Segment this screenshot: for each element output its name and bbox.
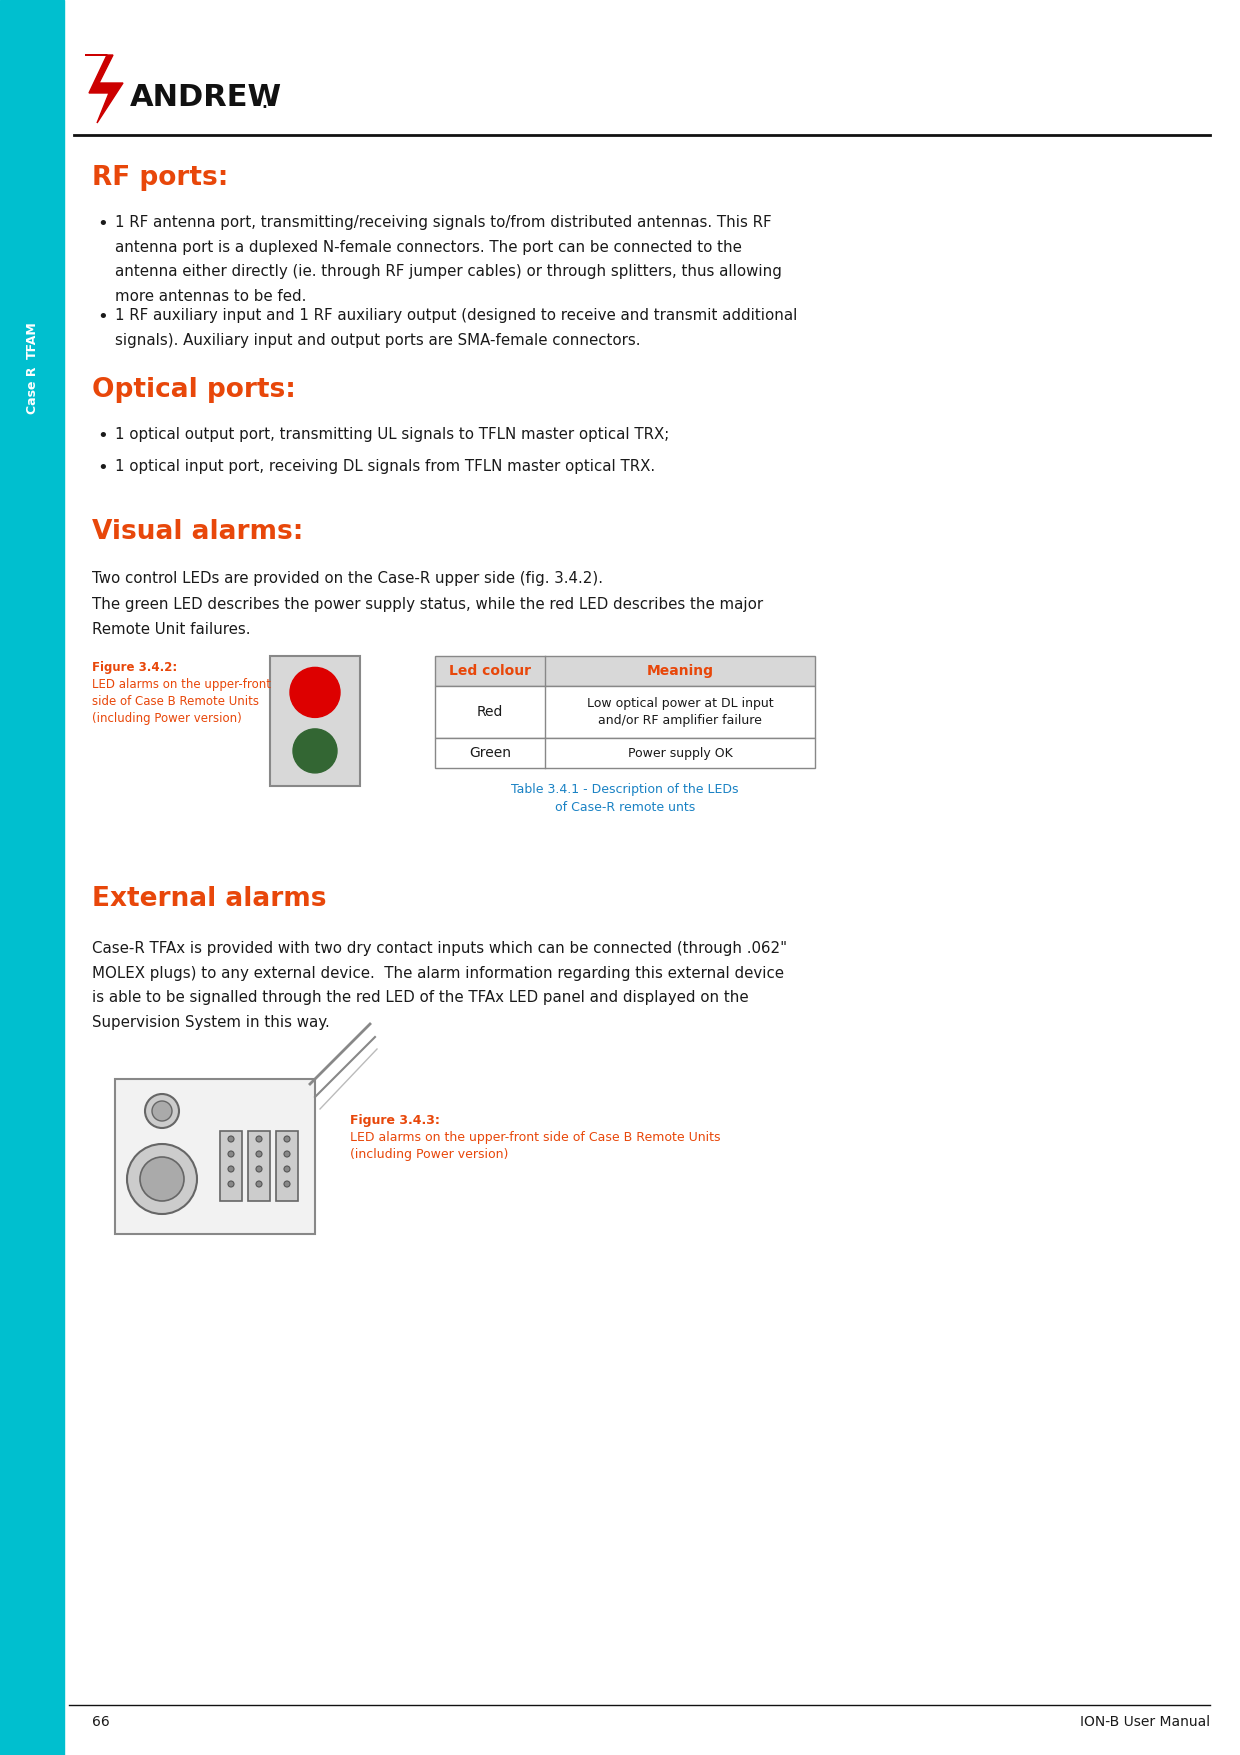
Circle shape [284, 1151, 290, 1157]
Text: •: • [97, 216, 108, 233]
Text: Power supply OK: Power supply OK [627, 746, 733, 760]
Bar [0, 0, 64, 1755]
Circle shape [228, 1165, 234, 1172]
Text: 1 optical input port, receiving DL signals from TFLN master optical TRX.: 1 optical input port, receiving DL signa… [115, 460, 655, 474]
Circle shape [255, 1151, 262, 1157]
Text: Two control LEDs are provided on the Case-R upper side (fig. 3.4.2).: Two control LEDs are provided on the Cas… [92, 570, 603, 586]
Circle shape [228, 1151, 234, 1157]
Text: Visual alarms:: Visual alarms: [92, 519, 304, 546]
Circle shape [145, 1093, 179, 1128]
Text: •: • [97, 460, 108, 477]
Circle shape [228, 1181, 234, 1186]
FancyBboxPatch shape [270, 656, 360, 786]
FancyBboxPatch shape [219, 1130, 242, 1200]
Circle shape [284, 1181, 290, 1186]
Text: (including Power version): (including Power version) [92, 713, 242, 725]
Circle shape [293, 728, 337, 772]
Circle shape [290, 667, 340, 718]
Bar [435, 739, 815, 769]
Text: Figure 3.4.3:: Figure 3.4.3: [350, 1114, 440, 1127]
Text: •: • [97, 307, 108, 326]
Text: 66: 66 [92, 1715, 110, 1729]
Polygon shape [86, 54, 123, 123]
Text: Case R: Case R [26, 367, 38, 414]
Text: Green: Green [469, 746, 511, 760]
Text: •: • [97, 426, 108, 446]
Text: Optical ports:: Optical ports: [92, 377, 296, 404]
Text: Case-R TFAx is provided with two dry contact inputs which can be connected (thro: Case-R TFAx is provided with two dry con… [92, 941, 787, 1030]
Text: ION-B User Manual: ION-B User Manual [1080, 1715, 1210, 1729]
Text: LED alarms on the upper-front side of Case B Remote Units: LED alarms on the upper-front side of Ca… [350, 1130, 720, 1144]
Circle shape [255, 1135, 262, 1143]
Bar [435, 656, 815, 686]
Text: ANDREW: ANDREW [130, 82, 283, 112]
Text: Red: Red [477, 706, 503, 720]
Text: side of Case B Remote Units: side of Case B Remote Units [92, 695, 259, 707]
Text: (including Power version): (including Power version) [350, 1148, 508, 1162]
Circle shape [140, 1157, 184, 1200]
Circle shape [284, 1135, 290, 1143]
Text: Figure 3.4.2:: Figure 3.4.2: [92, 662, 177, 674]
Circle shape [284, 1165, 290, 1172]
Text: 1 RF auxiliary input and 1 RF auxiliary output (designed to receive and transmit: 1 RF auxiliary input and 1 RF auxiliary … [115, 307, 797, 347]
Circle shape [255, 1165, 262, 1172]
Text: TFAM: TFAM [26, 321, 38, 358]
Circle shape [153, 1100, 172, 1121]
Text: 1 RF antenna port, transmitting/receiving signals to/from distributed antennas. : 1 RF antenna port, transmitting/receivin… [115, 216, 782, 304]
Circle shape [126, 1144, 197, 1214]
Text: .: . [260, 90, 268, 112]
Text: LED alarms on the upper-front: LED alarms on the upper-front [92, 677, 272, 691]
Text: Low optical power at DL input
and/or RF amplifier failure: Low optical power at DL input and/or RF … [587, 697, 774, 727]
FancyBboxPatch shape [115, 1079, 315, 1234]
Circle shape [255, 1181, 262, 1186]
Text: Led colour: Led colour [449, 663, 531, 677]
FancyBboxPatch shape [277, 1130, 298, 1200]
Text: External alarms: External alarms [92, 886, 326, 913]
Bar [435, 686, 815, 739]
Text: Meaning: Meaning [646, 663, 713, 677]
FancyBboxPatch shape [248, 1130, 270, 1200]
Text: Table 3.4.1 - Description of the LEDs
of Case-R remote unts: Table 3.4.1 - Description of the LEDs of… [511, 783, 739, 814]
Text: The green LED describes the power supply status, while the red LED describes the: The green LED describes the power supply… [92, 597, 763, 637]
Text: 1 optical output port, transmitting UL signals to TFLN master optical TRX;: 1 optical output port, transmitting UL s… [115, 426, 670, 442]
Circle shape [228, 1135, 234, 1143]
Text: RF ports:: RF ports: [92, 165, 228, 191]
